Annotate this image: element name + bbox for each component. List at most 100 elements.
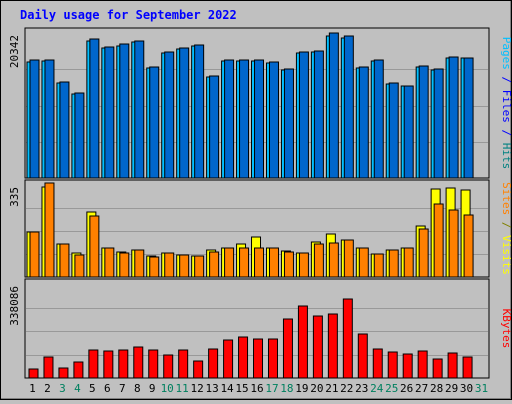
pages-files-hits-bar-day-29-series-2: [448, 56, 459, 179]
pages-files-hits-side-label-part: Hits: [500, 143, 512, 170]
chart-title: Daily usage for September 2022: [20, 8, 237, 22]
pages-files-hits-bar-day-30-series-2: [463, 57, 474, 179]
sites-visits-bar-day-2-series-2: [44, 182, 55, 278]
x-tick-day-14: 14: [220, 382, 234, 395]
pages-files-hits-bar-day-8-series-2: [134, 40, 145, 179]
x-tick-day-3: 3: [59, 382, 66, 395]
kbytes-bar-day-11-series-1: [178, 349, 189, 379]
pages-files-hits-bar-day-9-series-2: [149, 66, 160, 179]
sites-visits-bar-day-22-series-2: [343, 239, 354, 278]
sites-visits-bar-day-4-series-2: [74, 254, 85, 278]
x-tick-day-24: 24: [370, 382, 384, 395]
kbytes-bar-day-27-series-1: [417, 350, 428, 379]
x-tick-day-31: 31: [475, 382, 488, 395]
sites-visits-bar-day-28-series-2: [433, 203, 444, 278]
x-tick-day-17: 17: [265, 382, 278, 395]
pages-files-hits-bar-day-5-series-2: [89, 38, 100, 179]
kbytes-bar-day-6-series-1: [103, 350, 114, 379]
sites-visits-side-label-part: /: [500, 215, 512, 235]
x-tick-day-13: 13: [205, 382, 218, 395]
pages-files-hits-bar-day-3-series-2: [59, 81, 70, 179]
pages-files-hits-max-label: 20342: [8, 35, 21, 68]
x-tick-day-16: 16: [250, 382, 263, 395]
sites-visits-bar-day-10-series-2: [164, 252, 175, 278]
kbytes-bar-day-13-series-1: [208, 348, 219, 379]
x-tick-day-15: 15: [235, 382, 248, 395]
sites-visits-bar-day-27-series-2: [418, 228, 429, 278]
sites-visits-bar-day-8-series-2: [134, 249, 145, 278]
kbytes-bar-day-30-series-1: [462, 356, 473, 379]
kbytes-bar-day-29-series-1: [447, 352, 458, 379]
kbytes-bar-day-24-series-1: [372, 348, 383, 379]
sites-visits-bar-day-25-series-2: [388, 249, 399, 278]
pages-files-hits-bar-day-19-series-2: [298, 51, 309, 179]
x-tick-day-6: 6: [104, 382, 111, 395]
sites-visits-bar-day-1-series-2: [29, 231, 40, 278]
pages-files-hits-bar-day-23-series-2: [358, 66, 369, 179]
x-tick-day-27: 27: [415, 382, 428, 395]
kbytes-bar-day-19-series-1: [297, 305, 308, 379]
x-tick-day-25: 25: [385, 382, 398, 395]
sites-visits-side-label: Sites / Visits: [500, 182, 512, 275]
pages-files-hits-bar-day-27-series-2: [418, 65, 429, 179]
kbytes-bar-day-26-series-1: [402, 353, 413, 379]
sites-visits-bar-day-26-series-2: [403, 247, 414, 278]
pages-files-hits-bar-day-1-series-2: [29, 59, 40, 179]
pages-files-hits-side-label-part: Files: [500, 90, 512, 123]
kbytes-bar-day-10-series-1: [163, 354, 174, 379]
pages-files-hits-bar-day-10-series-2: [164, 51, 175, 179]
sites-visits-bar-day-15-series-2: [239, 247, 250, 278]
kbytes-max-label: 338086: [8, 286, 21, 326]
sites-visits-bar-day-23-series-2: [358, 247, 369, 278]
sites-visits-bar-day-7-series-2: [119, 252, 130, 278]
pages-files-hits-bar-day-6-series-2: [104, 46, 115, 179]
sites-visits-bar-day-14-series-2: [224, 247, 235, 278]
x-tick-day-4: 4: [74, 382, 81, 395]
x-tick-day-7: 7: [119, 382, 126, 395]
pages-files-hits-bar-day-15-series-2: [239, 59, 250, 179]
pages-files-hits-bar-day-28-series-2: [433, 68, 444, 179]
pages-files-hits-bar-day-26-series-2: [403, 85, 414, 179]
sites-visits-bar-day-13-series-2: [209, 251, 220, 278]
kbytes-bar-day-18-series-1: [282, 318, 293, 379]
pages-files-hits-bar-day-21-series-2: [328, 32, 339, 179]
kbytes-bar-day-28-series-1: [432, 358, 443, 379]
x-tick-day-22: 22: [340, 382, 353, 395]
sites-visits-bar-day-19-series-2: [298, 252, 309, 278]
pages-files-hits-bar-day-11-series-2: [179, 47, 190, 179]
sites-visits-side-label-part: Sites: [500, 182, 512, 215]
kbytes-bar-day-25-series-1: [387, 351, 398, 379]
kbytes-bar-day-7-series-1: [118, 349, 129, 379]
x-tick-day-28: 28: [430, 382, 443, 395]
pages-files-hits-bar-day-16-series-2: [254, 59, 265, 179]
sites-visits-bar-day-12-series-2: [194, 255, 205, 278]
kbytes-bar-day-8-series-1: [133, 346, 144, 379]
x-tick-day-20: 20: [310, 382, 323, 395]
pages-files-hits-bar-day-2-series-2: [44, 59, 55, 179]
kbytes-side-label-part: KBytes: [500, 309, 512, 349]
x-tick-day-30: 30: [460, 382, 473, 395]
x-tick-day-19: 19: [295, 382, 308, 395]
pages-files-hits-side-label-part: Pages: [500, 37, 512, 70]
x-tick-day-18: 18: [280, 382, 293, 395]
sites-visits-bar-day-11-series-2: [179, 254, 190, 278]
kbytes-bar-day-21-series-1: [327, 313, 338, 379]
sites-visits-bar-day-16-series-2: [254, 247, 265, 278]
pages-files-hits-bar-day-7-series-2: [119, 43, 130, 179]
sites-visits-bar-day-9-series-2: [149, 256, 160, 278]
pages-files-hits-side-label-part: /: [500, 123, 512, 143]
kbytes-side-label: KBytes: [500, 309, 512, 349]
sites-visits-max-label: 335: [8, 187, 21, 207]
pages-files-hits-bar-day-22-series-2: [343, 35, 354, 179]
sites-visits-bar-day-3-series-2: [59, 243, 70, 278]
sites-visits-bar-day-29-series-2: [448, 209, 459, 278]
x-tick-day-5: 5: [89, 382, 96, 395]
x-tick-day-1: 1: [29, 382, 36, 395]
sites-visits-bar-day-6-series-2: [104, 247, 115, 278]
pages-files-hits-side-label: Pages / Files / Hits: [500, 37, 512, 170]
pages-files-hits-side-label-part: /: [500, 70, 512, 90]
sites-visits-bar-day-24-series-2: [373, 253, 384, 278]
pages-files-hits-bar-day-24-series-2: [373, 59, 384, 179]
